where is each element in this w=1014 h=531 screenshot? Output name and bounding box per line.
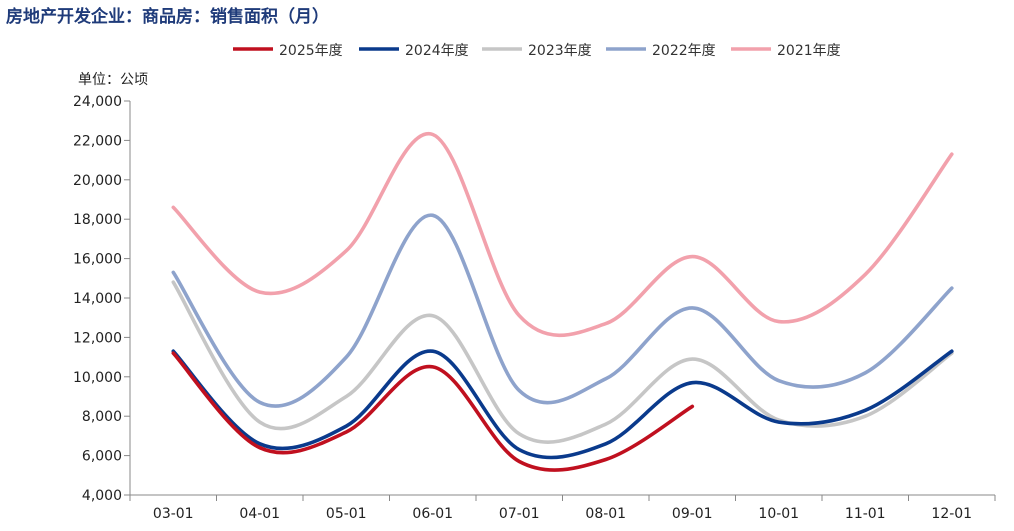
series-line-2022年度	[171, 213, 954, 408]
y-tick-label: 4,000	[82, 488, 122, 504]
legend-label: 2023年度	[528, 43, 592, 59]
y-tick-label: 24,000	[73, 94, 122, 110]
x-tick-label: 10-01	[758, 506, 799, 522]
series-line-2025年度	[171, 351, 695, 472]
x-tick-label: 04-01	[239, 506, 280, 522]
y-tick-label: 6,000	[82, 449, 122, 465]
legend-label: 2024年度	[405, 43, 469, 59]
y-tick-label: 10,000	[73, 370, 122, 386]
chart-title: 房地产开发企业：商品房：销售面积（月）	[6, 7, 329, 27]
legend-label: 2021年度	[777, 43, 841, 59]
x-tick-label: 07-01	[499, 506, 540, 522]
x-tick-label: 03-01	[153, 506, 194, 522]
series-line-2021年度	[171, 132, 954, 338]
unit-label: 单位：公顷	[78, 72, 148, 88]
y-tick-label: 8,000	[82, 409, 122, 425]
y-tick-label: 22,000	[73, 133, 122, 149]
y-tick-label: 12,000	[73, 330, 122, 346]
y-tick-label: 16,000	[73, 252, 122, 268]
legend-label: 2025年度	[279, 43, 343, 59]
x-tick-label: 12-01	[931, 506, 972, 522]
series-line-2023年度	[171, 280, 954, 444]
y-tick-label: 20,000	[73, 173, 122, 189]
x-tick-label: 11-01	[845, 506, 886, 522]
x-tick-label: 05-01	[326, 506, 367, 522]
x-tick-label: 09-01	[672, 506, 713, 522]
y-tick-label: 14,000	[73, 291, 122, 307]
y-tick-label: 18,000	[73, 212, 122, 228]
legend-label: 2022年度	[652, 43, 716, 59]
series-line-2024年度	[171, 349, 954, 460]
x-tick-label: 06-01	[412, 506, 453, 522]
x-tick-label: 08-01	[585, 506, 626, 522]
